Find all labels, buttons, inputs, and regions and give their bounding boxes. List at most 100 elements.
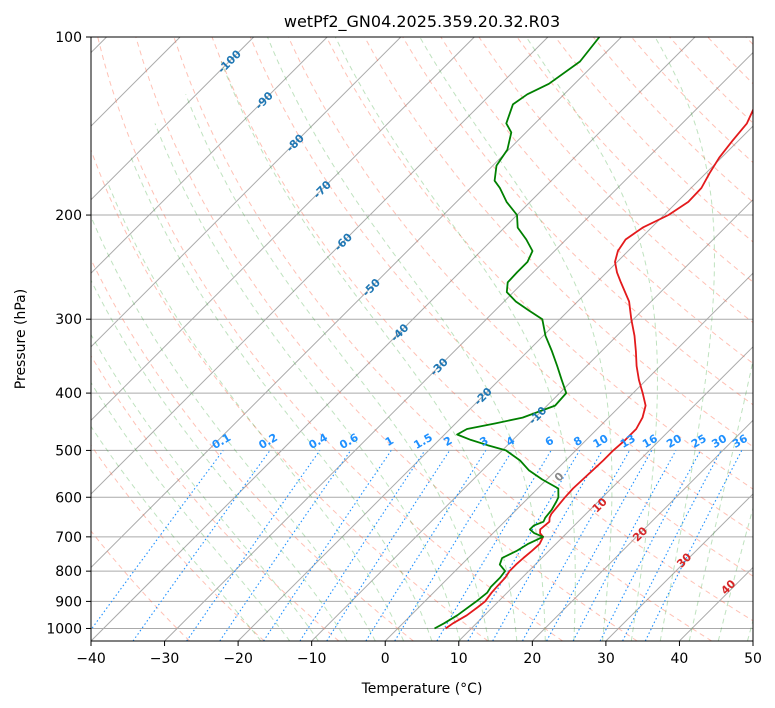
dry-adiabat-line xyxy=(440,37,753,364)
background-lines xyxy=(91,37,753,641)
x-tick-label: −20 xyxy=(223,651,253,667)
y-tick-label: 700 xyxy=(55,530,82,546)
chart-title: wetPf2_GN04.2025.359.20.32.R03 xyxy=(284,12,560,32)
dry-adiabat-line xyxy=(669,37,753,124)
moist-adiabat-line xyxy=(654,37,716,641)
moist-adiabat-line xyxy=(130,157,433,641)
isotherm-line xyxy=(91,37,255,201)
dry-adiabat-line xyxy=(91,444,265,641)
mixing-ratio-label: 20 xyxy=(664,432,684,451)
mixing-ratio-line xyxy=(219,450,352,641)
dry-adiabat-line xyxy=(402,37,753,406)
mixing-ratio-line xyxy=(132,450,271,641)
moist-adiabat-line xyxy=(334,37,576,641)
mixing-ratio-label: 10 xyxy=(591,432,611,451)
isotherm-line xyxy=(531,419,753,641)
x-tick-label: 50 xyxy=(744,651,762,667)
mixing-ratio-line xyxy=(91,450,224,631)
moist-adiabat-line xyxy=(91,279,348,641)
isotherm-line xyxy=(91,37,475,422)
y-axis-label: Pressure (hPa) xyxy=(13,289,29,389)
mixing-ratio-label: 25 xyxy=(689,432,709,451)
dry-adiabat-line xyxy=(91,354,340,641)
y-tick-label: 600 xyxy=(55,490,82,506)
x-tick-label: −40 xyxy=(76,651,106,667)
x-tick-label: −30 xyxy=(150,651,180,667)
isotherm-label: -50 xyxy=(360,276,383,299)
moist-adiabat-line xyxy=(419,37,613,641)
moist-adiabat-label: 10 xyxy=(590,495,610,515)
mixing-ratio-label: 0.4 xyxy=(306,431,330,452)
dry-adiabat-line xyxy=(91,148,489,641)
temperature-trace xyxy=(445,107,753,630)
moist-adiabat-label: 0 xyxy=(552,470,567,485)
x-tick-label: −10 xyxy=(297,651,327,667)
dry-adiabat-line xyxy=(478,37,753,324)
x-axis-label: Temperature (°C) xyxy=(361,681,483,697)
moist-adiabat-line xyxy=(106,180,405,641)
isotherm-line xyxy=(91,37,328,274)
dry-adiabat-line xyxy=(91,258,414,641)
moist-adiabat-label: 30 xyxy=(674,550,694,570)
x-tick-label: 10 xyxy=(450,651,468,667)
mixing-ratio-line xyxy=(599,450,702,641)
mixing-ratio-label: 0.1 xyxy=(210,431,233,452)
mixing-ratio-label: 16 xyxy=(640,432,660,451)
mixing-ratio-line xyxy=(186,450,321,641)
y-tick-label: 200 xyxy=(55,208,82,224)
y-tick-label: 400 xyxy=(55,386,82,402)
mixing-ratio-line xyxy=(572,450,677,641)
moist-adiabat-line xyxy=(717,506,753,641)
isotherm-line xyxy=(752,640,753,641)
mixing-ratio-label: 1.5 xyxy=(411,431,434,452)
y-tick-label: 300 xyxy=(55,312,82,328)
isotherm-label: -90 xyxy=(253,89,276,112)
isotherm-line xyxy=(91,37,696,641)
mixing-ratio-label: 1 xyxy=(383,434,396,449)
isotherm-line xyxy=(384,272,753,641)
mixing-ratio-label: 0.2 xyxy=(257,431,280,452)
y-tick-label: 1000 xyxy=(46,621,82,637)
dry-adiabat-line xyxy=(211,37,753,622)
moist-adiabat-line xyxy=(525,37,659,641)
dry-adiabat-line xyxy=(249,37,753,577)
dry-adiabat-line xyxy=(135,37,638,641)
sounding-traces xyxy=(434,37,753,630)
dry-adiabat-line xyxy=(97,37,563,641)
isotherm-line xyxy=(164,51,753,641)
mixing-ratio-line xyxy=(299,450,426,641)
x-tick-label: 20 xyxy=(523,651,541,667)
isotherm-line xyxy=(91,37,402,348)
x-tick-label: 0 xyxy=(381,651,390,667)
isotherm-line xyxy=(605,493,753,641)
x-tick-label: 30 xyxy=(597,651,615,667)
moist-adiabat-line xyxy=(154,123,461,641)
mixing-ratio-line xyxy=(263,450,392,641)
dry-adiabat-line xyxy=(91,530,190,641)
isotherm-line xyxy=(679,566,753,641)
mixing-ratio-line xyxy=(644,450,743,641)
y-tick-label: 500 xyxy=(55,443,82,459)
dewpoint-trace xyxy=(434,37,601,630)
mixing-ratio-line xyxy=(436,450,552,641)
moist-adiabat-line xyxy=(91,425,262,641)
isotherm-label: -20 xyxy=(472,385,495,408)
mixing-ratio-label: 13 xyxy=(618,432,638,451)
mixing-ratio-label: 6 xyxy=(543,434,556,449)
mixing-ratio-label: 8 xyxy=(571,434,584,449)
mixing-ratio-line xyxy=(394,450,513,641)
mixing-ratio-line xyxy=(522,450,631,641)
moist-adiabat-line xyxy=(91,381,291,641)
plot-frame xyxy=(90,36,754,642)
isotherm-line xyxy=(91,37,549,495)
dry-adiabat-line xyxy=(173,37,712,641)
moist-adiabat-line xyxy=(220,61,518,641)
y-tick-label: 800 xyxy=(55,564,82,580)
isotherm-line xyxy=(91,37,622,569)
dry-adiabat-line xyxy=(745,37,753,46)
mixing-ratio-label: 3 xyxy=(477,434,490,449)
axes: −40 −30 −20 −10 0 10 20 30 40 5010020030040050060… xyxy=(46,30,762,667)
moist-adiabat-line xyxy=(91,333,319,641)
moist-adiabat-line xyxy=(267,37,546,641)
